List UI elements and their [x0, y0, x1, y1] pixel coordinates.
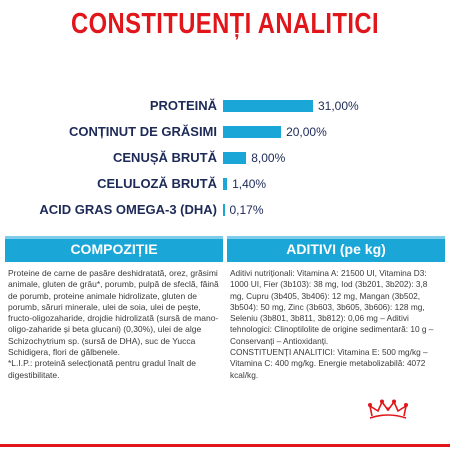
analytics-label: ACID GRAS OMEGA-3 (DHA) [39, 202, 217, 217]
composition-text: Proteine de carne de pasăre deshidratată… [8, 268, 219, 380]
page-title: CONSTITUENȚI ANALITICI [70, 8, 380, 40]
analytics-value: 1,40% [232, 177, 267, 191]
footer-divider [0, 444, 450, 447]
additives-text: Aditivi nutriționali: Vitamina A: 21500 … [230, 268, 434, 380]
composition-header: COMPOZIȚIE [5, 236, 223, 262]
analytics-row: CELULOZĂ BRUTĂ 1,40% [0, 170, 450, 198]
analytics-row: ACID GRAS OMEGA-3 (DHA) 0,17% [0, 196, 450, 224]
analytics-row: CENUȘĂ BRUTĂ 8,00% [0, 144, 450, 172]
analytics-bar-list: PROTEINĂ 31,00% CONȚINUT DE GRĂSIMI 20,0… [0, 88, 450, 238]
analytics-label: CONȚINUT DE GRĂSIMI [68, 124, 217, 139]
additives-header: ADITIVI (pe kg) [227, 236, 445, 262]
header-accent-strip [5, 236, 223, 239]
header-accent-strip [227, 236, 445, 239]
analytics-bar [223, 126, 282, 138]
additives-heading: ADITIVI (pe kg) [286, 241, 386, 257]
analytics-value: 31,00% [318, 99, 359, 113]
analytics-bar [223, 152, 247, 164]
analytics-row: PROTEINĂ 31,00% [0, 92, 450, 120]
analytics-row: CONȚINUT DE GRĂSIMI 20,00% [0, 118, 450, 146]
crown-logo-icon [368, 399, 408, 419]
analytics-value: 8,00% [251, 151, 286, 165]
composition-heading: COMPOZIȚIE [70, 241, 158, 257]
analytics-bar [223, 204, 225, 216]
analytics-label: CELULOZĂ BRUTĂ [97, 176, 217, 191]
analytics-label: PROTEINĂ [149, 98, 217, 113]
composition-panel: COMPOZIȚIE Proteine de carne de pasăre d… [5, 236, 223, 406]
analytics-bar [223, 178, 228, 190]
analytics-value: 0,17% [229, 203, 264, 217]
analytics-label: CENUȘĂ BRUTĂ [113, 150, 217, 165]
analytics-bar [223, 100, 313, 112]
additives-panel: ADITIVI (pe kg) Aditivi nutriționali: Vi… [227, 236, 445, 406]
analytics-value: 20,00% [286, 125, 327, 139]
